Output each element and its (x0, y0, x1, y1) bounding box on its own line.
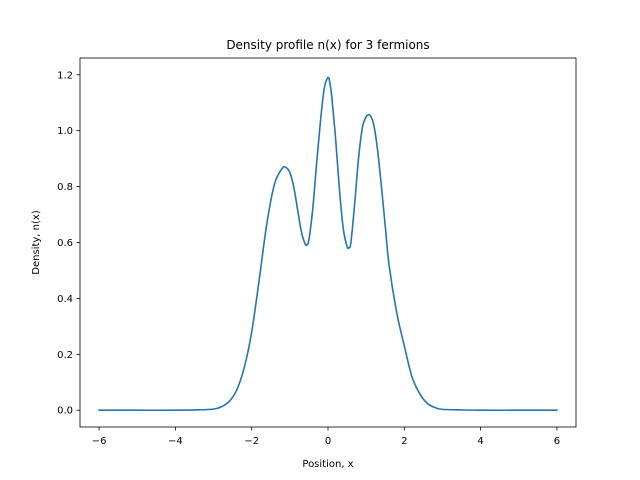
x-tick-label: −4 (168, 436, 183, 447)
y-tick-label: 0.2 (57, 350, 73, 361)
y-tick-label: 0.6 (57, 238, 73, 249)
y-axis: 0.0 0.2 0.4 0.6 0.8 1.0 1.2 (57, 70, 80, 417)
x-axis-label: Position, x (302, 459, 353, 470)
y-tick-label: 0.8 (57, 182, 73, 193)
y-tick-label: 0.0 (57, 406, 73, 417)
x-tick-label: 0 (325, 436, 331, 447)
density-line (98, 76, 558, 412)
x-tick-label: −2 (244, 436, 259, 447)
plot-area (98, 76, 558, 412)
x-tick-label: 6 (554, 436, 560, 447)
x-tick-label: −6 (92, 436, 107, 447)
y-tick-label: 1.0 (57, 126, 73, 137)
y-tick-label: 0.4 (57, 294, 73, 305)
x-tick-label: 4 (477, 436, 483, 447)
y-axis-label: Density, n(x) (31, 210, 42, 275)
y-tick-label: 1.2 (57, 70, 73, 81)
x-axis: −6 −4 −2 0 2 4 6 (92, 427, 560, 447)
x-tick-label: 2 (401, 436, 407, 447)
chart-title: Density profile n(x) for 3 fermions (226, 38, 429, 52)
